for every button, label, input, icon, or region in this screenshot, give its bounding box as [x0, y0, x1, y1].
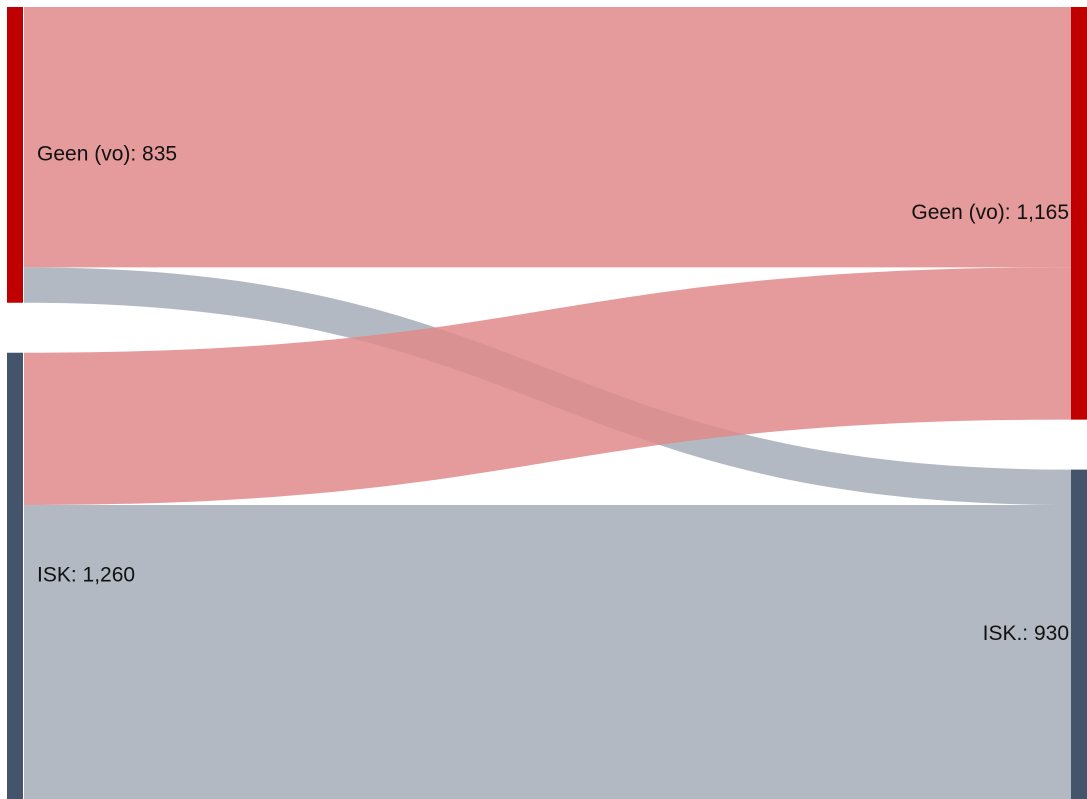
- sankey-nodes: [7, 7, 1087, 799]
- sankey-link-src_isk-tgt_isk: [24, 505, 1071, 799]
- sankey-node-tgt_isk: [1071, 469, 1087, 799]
- sankey-node-label-tgt_geen: Geen (vo): 1,165: [911, 201, 1069, 224]
- sankey-node-tgt_geen: [1071, 7, 1087, 420]
- sankey-link-src_geen-tgt_geen: [24, 7, 1071, 268]
- sankey-node-label-tgt_isk: ISK.: 930: [983, 622, 1069, 645]
- sankey-links: [24, 7, 1071, 799]
- sankey-labels: Geen (vo): 835 ISK: 1,260 Geen (vo): 1,165…: [37, 142, 1069, 644]
- sankey-node-src_geen: [7, 7, 23, 303]
- sankey-node-src_isk: [7, 352, 23, 799]
- sankey-node-label-src_isk: ISK: 1,260: [37, 563, 135, 586]
- sankey-node-label-src_geen: Geen (vo): 835: [37, 142, 177, 165]
- sankey-link-src_isk-tgt_geen: [24, 267, 1071, 506]
